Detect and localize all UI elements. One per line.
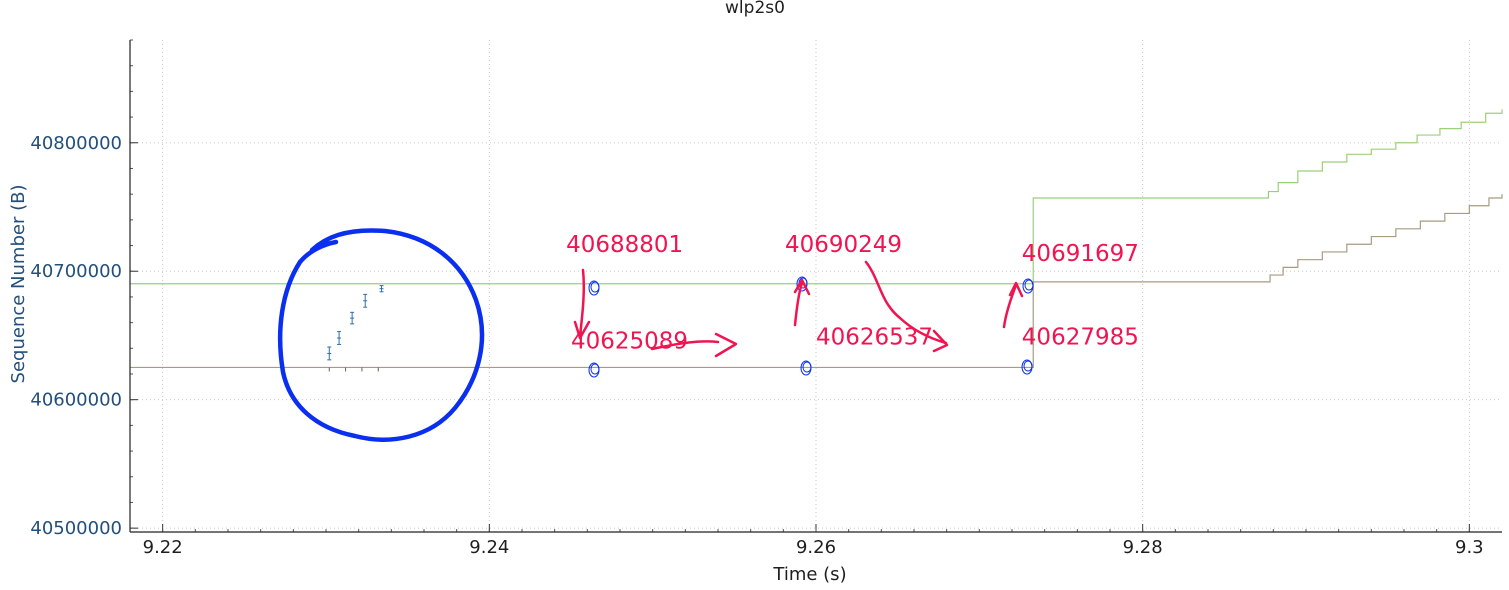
annotation-label: 40625089 [571, 328, 688, 354]
marker-scribble [1024, 279, 1034, 291]
annotation-arrow [793, 281, 804, 327]
series-line [130, 194, 1503, 369]
annotation-arrow [714, 332, 738, 358]
annotation-layer: 40688801 40625089 40690249 40626537 40691697… [277, 228, 1139, 442]
x-axis-title: Time (s) [772, 564, 846, 585]
axes [129, 39, 1502, 533]
x-tick-label: 9.3 [1455, 537, 1484, 558]
annotation-arrow [793, 278, 811, 296]
x-tick-label: 9.22 [143, 537, 183, 558]
annotation-label: 40691697 [1022, 241, 1139, 267]
annotation-label: 40688801 [566, 232, 683, 258]
y-tick-label: 40600000 [30, 390, 122, 411]
annotation-label: 40626537 [816, 324, 933, 350]
highlight-circle [277, 228, 485, 442]
y-tick-labels: 40500000 40600000 40700000 40800000 [30, 133, 122, 539]
annotation-arrow [932, 329, 949, 353]
marker-scribble [590, 281, 600, 293]
x-tick-labels: 9.22 9.24 9.26 9.28 9.3 [143, 537, 1484, 558]
marker-scribble [1023, 360, 1033, 372]
y-tick-label: 40800000 [30, 133, 122, 154]
plot-series [130, 109, 1503, 369]
annotation-arrow [1002, 283, 1018, 329]
y-tick-label: 40500000 [30, 518, 122, 539]
marker-scribble [590, 363, 600, 375]
y-tick-label: 40700000 [30, 261, 122, 282]
series-line [130, 109, 1503, 285]
grid [130, 40, 1502, 532]
annotation-arrow [650, 340, 720, 351]
annotation-label: 40627985 [1022, 324, 1139, 350]
marker-scribble [802, 361, 812, 373]
x-tick-label: 9.24 [469, 537, 509, 558]
y-axis-title: Sequence Number (B) [8, 185, 29, 384]
segment-marks [327, 285, 384, 361]
chart-title: wlp2s0 [725, 0, 785, 18]
x-tick-label: 9.28 [1123, 537, 1163, 558]
annotation-arrow [573, 320, 591, 340]
annotation-arrow [1008, 281, 1024, 298]
annotation-label: 40690249 [785, 232, 902, 258]
annotation-arrow [578, 268, 586, 338]
annotation-arrow [864, 260, 948, 345]
ack-ticks [328, 367, 379, 372]
x-tick-label: 9.26 [796, 537, 836, 558]
